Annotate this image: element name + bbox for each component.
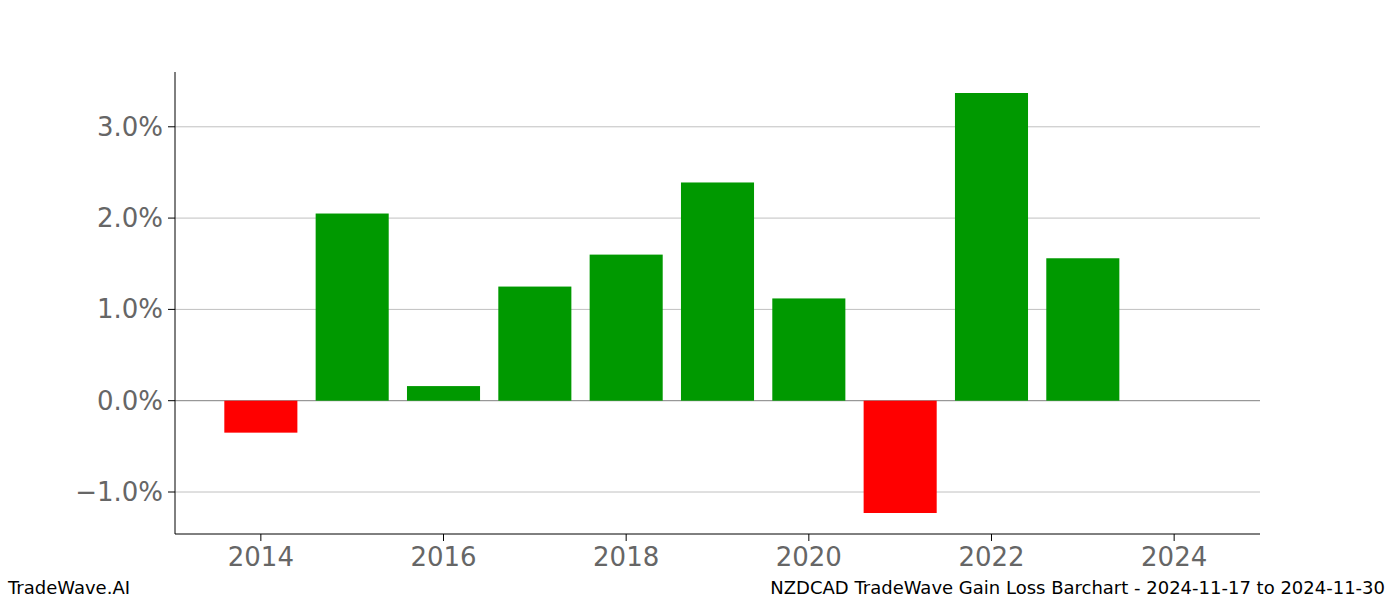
bar [1138,400,1211,401]
title: NZDCAD TradeWave Gain Loss Barchart - 20… [770,577,1385,598]
grid-line [175,126,1260,127]
bar [498,287,571,401]
bar [316,214,389,401]
annotation: TradeWave.AI [7,577,130,598]
y-tick [168,218,175,219]
bar [224,401,297,433]
y-axis-line [175,72,176,534]
y-tick-label: 1.0% [97,294,163,324]
x-tick [1174,534,1175,541]
grid-line [175,492,1260,493]
x-tick-label: 2018 [593,542,659,572]
x-tick [443,534,444,541]
x-tick [626,534,627,541]
y-tick-label: 3.0% [97,112,163,142]
bar [1046,258,1119,400]
y-tick-label: 0.0% [97,386,163,416]
y-tick [168,492,175,493]
bar [772,298,845,400]
bar [864,401,937,513]
y-tick [168,309,175,310]
chart: −1.0% 0.0% 1.0% 2.0% 3.0% 2014 2016 2018 2020 202… [0,0,1400,600]
x-tick-label: 2014 [228,542,294,572]
bar [955,93,1028,401]
x-tick [808,534,809,541]
x-tick [260,534,261,541]
x-tick-label: 2024 [1141,542,1207,572]
y-tick [168,126,175,127]
x-tick-label: 2020 [776,542,842,572]
y-tick-label: 2.0% [97,203,163,233]
bars [224,93,1119,513]
bar [590,255,663,401]
y-tick [168,400,175,401]
x-axis-line [175,534,1260,535]
x-tick [991,534,992,541]
bar [681,182,754,400]
y-tick-label: −1.0% [75,477,163,507]
x-tick-label: 2016 [410,542,476,572]
x-tick-label: 2022 [958,542,1024,572]
bar [407,386,480,401]
